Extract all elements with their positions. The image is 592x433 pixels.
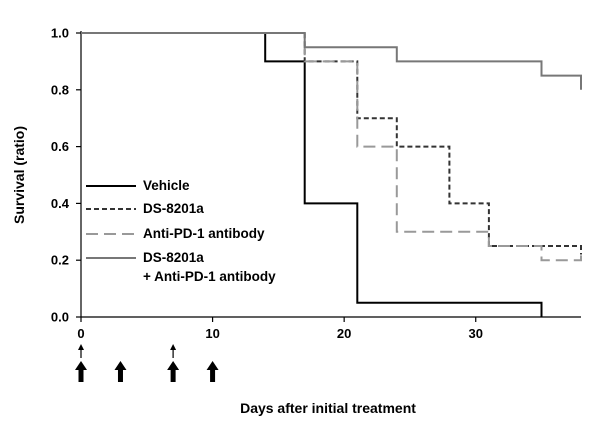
dose-arrow-shaft <box>117 368 123 382</box>
series-line-2 <box>81 32 582 255</box>
x-tick-label: 30 <box>469 326 483 341</box>
x-tick-label: 20 <box>337 326 351 341</box>
dose-arrow-shaft <box>78 368 84 382</box>
y-tick-label: 0.2 <box>51 253 69 268</box>
dose-arrow-shaft <box>170 368 176 382</box>
y-tick-label: 0.6 <box>51 139 69 154</box>
series-line-4 <box>81 32 582 90</box>
y-tick-label: 1.0 <box>51 26 69 41</box>
y-tick-label: 0.0 <box>51 310 69 325</box>
legend-label-1: Vehicle <box>143 178 190 193</box>
y-tick-label: 0.4 <box>51 196 70 211</box>
dose-arrow-head <box>75 361 87 370</box>
x-tick-label: 10 <box>205 326 219 341</box>
dose-arrow-head <box>114 361 127 370</box>
dose-arrow-shaft <box>210 368 216 382</box>
legend: Vehicle DS-8201a Anti-PD-1 antibody DS-8201… <box>86 178 276 284</box>
dose-thin-arrow-head <box>170 344 177 350</box>
legend-label-3: Anti-PD-1 antibody <box>143 226 265 241</box>
series-line-3 <box>81 32 582 262</box>
legend-label-4: + Anti-PD-1 antibody <box>143 269 276 284</box>
y-tick-label: 0.8 <box>51 82 69 97</box>
dose-thin-arrow-head <box>78 344 84 350</box>
legend-label-4: DS-8201a <box>143 250 204 265</box>
series-line-1 <box>81 32 543 317</box>
x-tick-label: 0 <box>77 326 84 341</box>
series-layer <box>81 32 582 317</box>
dose-arrow-head <box>206 361 219 370</box>
dosing-arrows <box>75 344 219 382</box>
axes: 0.0 0.2 0.4 0.6 0.8 1.0 0 10 20 30 <box>51 26 581 341</box>
legend-label-2: DS-8201a <box>143 201 204 216</box>
dose-arrow-head <box>167 361 180 370</box>
y-axis-label: Survival (ratio) <box>11 126 27 224</box>
x-axis-label: Days after initial treatment <box>240 400 416 416</box>
